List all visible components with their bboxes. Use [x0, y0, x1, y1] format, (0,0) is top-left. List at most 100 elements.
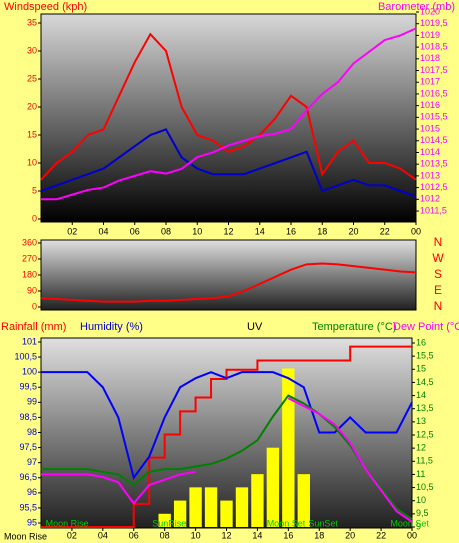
y-tick-label: 99,5 — [19, 382, 37, 392]
y2-tick-label: 10 — [416, 495, 426, 505]
y2-tick-label: 12 — [416, 443, 426, 453]
y-tick-label: 360 — [22, 237, 37, 247]
y2-tick-label: 14 — [416, 390, 426, 400]
x-tick-label: 08 — [161, 226, 171, 236]
rain-label: Rainfall (mm) — [1, 321, 66, 333]
y2-tick-label: 16 — [416, 337, 426, 347]
y2-tick-label: 1017 — [420, 77, 440, 87]
x-tick-label: 10 — [191, 530, 201, 540]
y2-tick-label: 1012,5 — [420, 182, 448, 192]
event-label: Moon Rise — [46, 518, 89, 528]
y2-tick-label: 1012 — [420, 194, 440, 204]
y-tick-label: 25 — [27, 73, 37, 83]
plot-area — [40, 239, 417, 311]
bottom-label: Moon Rise — [4, 531, 47, 541]
uv-bar — [204, 487, 218, 527]
event-label: SunSet — [308, 518, 338, 528]
direction-label: S — [434, 267, 442, 281]
direction-label: N — [434, 299, 443, 313]
y-tick-label: 100 — [22, 367, 37, 377]
event-label: SunRise — [152, 518, 186, 528]
direction-label: E — [434, 283, 442, 297]
y-tick-label: 100,5 — [14, 351, 37, 361]
x-tick-label: 18 — [314, 530, 324, 540]
x-tick-label: 16 — [283, 530, 293, 540]
x-tick-label: 02 — [67, 530, 77, 540]
plot-area — [40, 337, 413, 529]
y2-tick-label: 15 — [416, 364, 426, 374]
x-tick-label: 12 — [221, 530, 231, 540]
x-tick-label: 02 — [67, 226, 77, 236]
series-line — [41, 27, 417, 201]
y-tick-label: 15 — [27, 129, 37, 139]
dew-label: Dew Point (°C) — [393, 321, 459, 333]
y2-tick-label: 1017,5 — [420, 65, 448, 75]
series-line — [41, 397, 413, 523]
x-tick-label: 14 — [252, 530, 262, 540]
direction-label: W — [432, 251, 444, 265]
y2-tick-label: 1015,5 — [420, 112, 448, 122]
x-tick-label: 12 — [223, 226, 233, 236]
uv-bar — [220, 500, 233, 527]
plot-area — [40, 13, 417, 223]
y2-tick-label: 13 — [416, 416, 426, 426]
x-tick-label: 10 — [192, 226, 202, 236]
series-line — [40, 262, 417, 303]
event-label: Moon Set — [390, 518, 429, 528]
x-tick-label: 20 — [348, 226, 358, 236]
y-tick-label: 270 — [22, 253, 37, 263]
y-tick-label: 0 — [32, 213, 37, 223]
uv-bar — [251, 474, 264, 527]
y2-tick-label: 12,5 — [416, 429, 434, 439]
series-line — [41, 371, 413, 481]
x-tick-label: 22 — [376, 530, 386, 540]
y2-tick-label: 1013,5 — [420, 159, 448, 169]
y2-tick-label: 14,5 — [416, 377, 434, 387]
x-tick-label: 08 — [160, 530, 170, 540]
y2-tick-label: 15,5 — [416, 351, 434, 361]
y2-tick-label: 1019,5 — [420, 18, 448, 28]
y2-tick-label: 1013 — [420, 170, 440, 180]
y2-tick-label: 1018,5 — [420, 41, 448, 51]
series-line — [40, 32, 417, 181]
y2-tick-label: 1014 — [420, 147, 440, 157]
y-tick-label: 97 — [27, 457, 37, 467]
x-tick-label: 00 — [407, 530, 417, 540]
y-tick-label: 95,5 — [19, 502, 37, 512]
temp-label: Temperature (°C) — [312, 321, 396, 333]
y2-tick-label: 1019 — [420, 30, 440, 40]
x-tick-label: 00 — [411, 226, 421, 236]
uv-bar — [297, 474, 310, 527]
y-tick-label: 180 — [22, 269, 37, 279]
y2-tick-label: 1014,5 — [420, 135, 448, 145]
y2-tick-label: 1016 — [420, 100, 440, 110]
y-tick-label: 0 — [32, 301, 37, 311]
uv-label: UV — [247, 321, 263, 333]
y2-tick-label: 11 — [416, 469, 425, 479]
uv-bar — [173, 500, 187, 527]
direction-label: N — [434, 235, 443, 249]
x-tick-label: 06 — [130, 226, 140, 236]
x-tick-label: 14 — [255, 226, 265, 236]
series-line — [40, 128, 417, 198]
y-tick-label: 20 — [27, 101, 37, 111]
uv-bar — [158, 513, 171, 527]
y2-tick-label: 9 — [416, 521, 421, 531]
x-tick-label: 16 — [286, 226, 296, 236]
uv-bar — [282, 368, 295, 527]
y2-tick-label: 13,5 — [416, 403, 434, 413]
y2-tick-label: 10,5 — [416, 482, 434, 492]
x-tick-label: 18 — [317, 226, 327, 236]
y2-tick-label: 1015 — [420, 123, 440, 133]
x-tick-label: 04 — [98, 530, 108, 540]
y2-tick-label: 1011,5 — [420, 205, 447, 215]
y-tick-label: 10 — [27, 157, 37, 167]
baro-label: Barometer (mb) — [378, 1, 455, 13]
uv-bar — [266, 447, 280, 527]
x-tick-label: 20 — [345, 530, 355, 540]
x-tick-label: 22 — [380, 226, 390, 236]
y-tick-label: 90 — [27, 285, 37, 295]
y2-tick-label: 9,5 — [416, 508, 429, 518]
wind-label: Windspeed (kph) — [4, 1, 87, 13]
